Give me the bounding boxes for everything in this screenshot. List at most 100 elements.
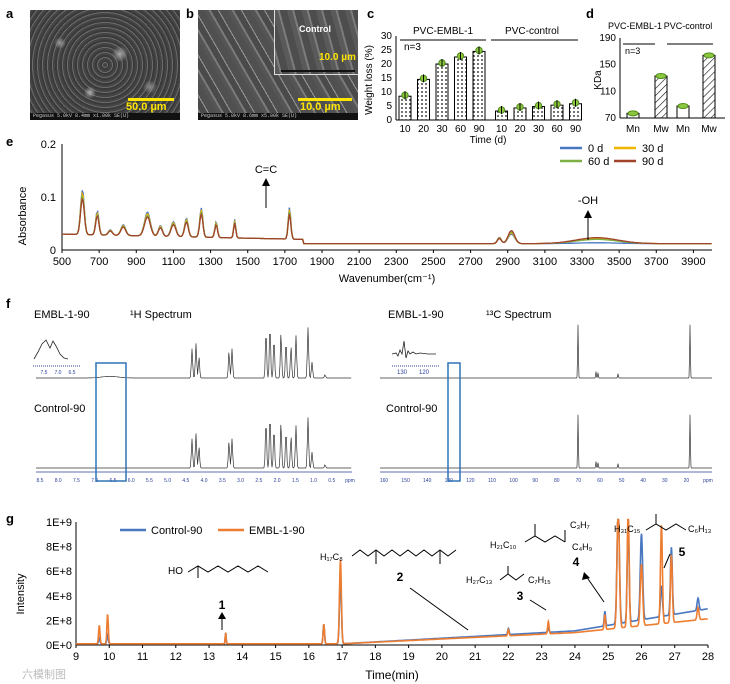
chart-d-bar [654,75,668,119]
scale-label-a: 50.0 µm [126,101,167,113]
c-axis-tick: 90 [532,478,538,484]
c-axis-tick: 20 [684,478,690,484]
h-axis-tick: 1.5 [292,478,299,484]
chart-c-xtick: 20 [418,124,430,135]
panel-label-g: g [6,511,14,526]
chart-g-legend-label: Control-90 [151,525,202,537]
c-inset-tick: 130 [397,370,408,376]
chart-c-ytick: 30 [381,31,393,42]
chart-e-xtick: 2500 [421,256,445,268]
chart-e-ytick: 0.1 [41,192,56,204]
structure-5 [645,523,687,531]
chart-e-xtick: 2900 [495,256,519,268]
h-axis-tick: 2.0 [274,478,281,484]
chart-g-ylabel: Intensity [15,573,27,614]
chart-c-ytick: 5 [386,101,392,112]
h-axis-tick: 3.5 [219,478,226,484]
chart-e-xtick: 1100 [162,256,186,268]
chart-c-xtick: 30 [436,124,448,135]
h-axis-tick: 7.5 [73,478,80,484]
c-axis-tick: 110 [488,478,496,484]
structure-3-formula-a: H₂₇C₁₃ [466,575,493,585]
chart-e-legend-label: 30 d [642,143,663,155]
h-axis-tick: 4.5 [182,478,189,484]
chart-e-xtick: 900 [127,256,145,268]
inset-control-label: Control [299,24,331,34]
chart-g-xtick: 20 [436,651,448,663]
compound-label-1: 1 [219,598,226,612]
chart-c-bar [435,63,449,121]
chart-d-bar [702,54,716,119]
chart-g-ytick: 2E+8 [46,615,72,627]
chart-g-xtick: 13 [203,651,215,663]
scale-label-b: 10.0 µm [300,101,341,113]
chart-c-ytick: 25 [381,45,393,56]
chart-c-group2: PVC-control [505,26,559,37]
h-highlight-box [95,362,127,482]
inset-scale-bar [281,70,355,72]
chart-g: Intensity 0E+02E+84E+86E+88E+81E+9 9 10 11… [15,514,714,682]
panel-label-c: c [367,6,375,21]
chart-d-ylabel: KDa [593,70,604,90]
chart-e-xtick: 2300 [384,256,408,268]
chart-d-group2: PVC-control [664,21,713,31]
chart-c-ytick: 20 [381,59,393,70]
chart-e-xtick: 700 [90,256,108,268]
structure-2-formula: H₁₇C₈ [320,552,343,562]
chart-d-ytick: 150 [599,60,616,71]
chart-e-legend-label: 90 d [642,156,663,168]
chart-e-xtick: 2700 [458,256,482,268]
chart-c-bar [398,95,412,121]
h-inset-tick: 7.5 [41,370,48,376]
compound-label-2: 2 [397,570,404,584]
chart-e-xlabel: Wavenumber(cm⁻¹) [339,273,435,285]
panel-label-a: a [6,6,14,21]
panel-label-b: b [186,6,194,21]
chart-c-xtick: 60 [455,124,467,135]
c-inset-noise [391,340,436,359]
chart-e-xtick: 3900 [681,256,705,268]
chart-e-xtick: 3300 [570,256,594,268]
c-bottom-label: Control-90 [386,403,437,415]
structure-2 [351,549,457,557]
chart-c-note: n=3 [404,42,421,53]
annotation-oh: -OH [578,195,598,207]
chart-d-xtick: Mn [626,124,640,135]
chart-d-xtick: Mw [653,124,669,135]
c-axis-tick: 50 [619,478,625,484]
panel-label-f: f [6,296,11,311]
chart-e-series-line [62,197,712,245]
arrow-oh-head [584,210,592,218]
chart-e-ytick: 0.2 [41,139,56,151]
arrow-4 [585,575,605,603]
arrow-2 [409,587,469,631]
chart-d: KDa 70 110 150 190 Mn Mw Mn Mw PVC-EMBL-1 PVC-… [593,21,725,135]
h-axis-tick: 6.0 [128,478,135,484]
c-inset-tick: 120 [419,370,430,376]
chart-g-ytick: 4E+8 [46,591,72,603]
chart-g-xtick: 18 [369,651,381,663]
panel-label-d: d [586,6,594,21]
h-top-label: EMBL-1-90 [34,309,90,321]
chart-e-xtick: 1700 [273,256,297,268]
c-axis-tick: 30 [662,478,668,484]
chart-g-xtick: 25 [602,651,614,663]
chart-g-xtick: 15 [269,651,281,663]
sem-caption-a: Pegasus 5.0kV 8.4mm x1.00k SE(U) [30,113,180,120]
chart-g-ytick: 8E+8 [46,542,72,554]
h-spectrum-line [36,417,352,469]
chart-d-point [655,73,667,79]
chart-g-xtick: 27 [669,651,681,663]
c-spectrum-line [380,414,712,469]
chart-c: Weight loss (%) 0 5 10 15 20 25 30 10 20 30 60 90 1… [364,26,582,145]
chart-c-bar [454,56,467,121]
structure-3-formula-b: C₇H₁₅ [528,575,551,585]
chart-d-note: n=3 [625,46,640,56]
chart-g-xtick: 14 [236,651,248,663]
chart-e-series-line [62,190,712,245]
chart-c-xtick: 10 [399,124,411,135]
scale-bar-a [128,98,174,101]
chart-g-ytick: 6E+8 [46,566,72,578]
compound-label-4: 4 [573,555,580,569]
chart-g-xtick: 9 [73,651,79,663]
